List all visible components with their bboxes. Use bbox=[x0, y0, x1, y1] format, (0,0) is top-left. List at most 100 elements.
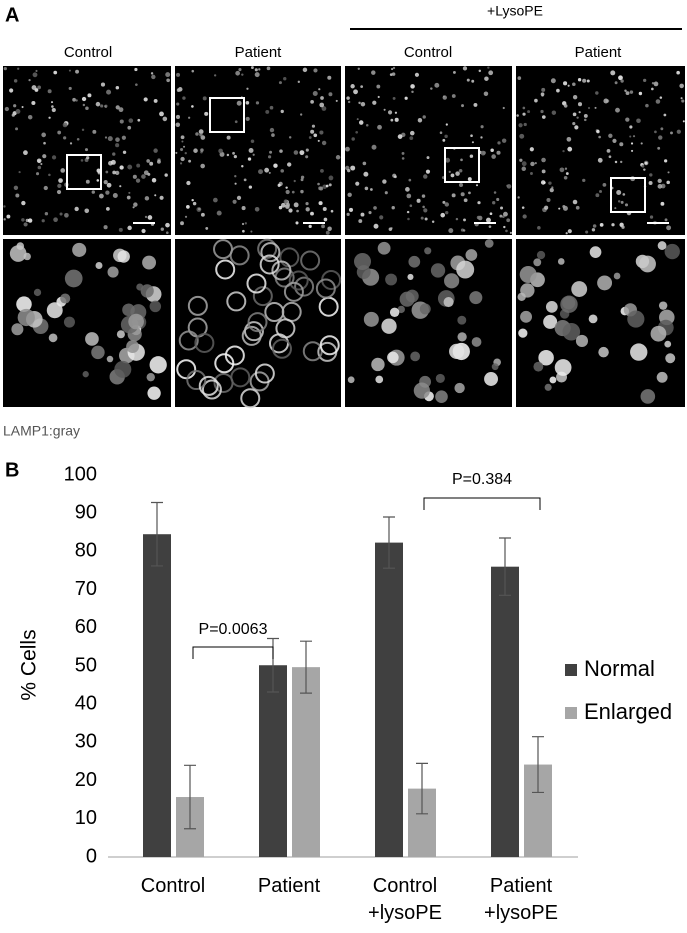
puncta bbox=[198, 375, 219, 396]
puncta bbox=[485, 217, 491, 223]
puncta bbox=[266, 66, 271, 71]
puncta bbox=[147, 386, 161, 400]
puncta bbox=[620, 200, 624, 204]
puncta bbox=[216, 210, 222, 216]
puncta bbox=[430, 87, 433, 90]
puncta bbox=[36, 172, 40, 176]
puncta bbox=[310, 129, 315, 134]
puncta bbox=[141, 228, 146, 234]
puncta bbox=[51, 107, 56, 113]
puncta bbox=[379, 215, 384, 220]
puncta bbox=[176, 88, 181, 92]
puncta bbox=[259, 254, 280, 275]
puncta bbox=[537, 226, 541, 230]
puncta bbox=[162, 116, 168, 122]
puncta bbox=[147, 215, 153, 220]
puncta bbox=[567, 146, 573, 152]
puncta bbox=[153, 98, 158, 103]
puncta bbox=[235, 70, 241, 76]
puncta bbox=[35, 69, 38, 73]
puncta bbox=[670, 131, 673, 135]
puncta bbox=[11, 323, 24, 336]
puncta bbox=[503, 225, 506, 229]
puncta bbox=[522, 112, 526, 116]
puncta bbox=[377, 124, 382, 130]
puncta bbox=[143, 97, 148, 102]
puncta bbox=[517, 76, 522, 80]
error-bar bbox=[151, 501, 163, 567]
puncta bbox=[308, 136, 312, 139]
puncta bbox=[56, 189, 62, 195]
puncta bbox=[323, 217, 328, 222]
puncta bbox=[194, 332, 215, 353]
puncta bbox=[110, 159, 116, 165]
puncta bbox=[408, 255, 421, 268]
puncta bbox=[351, 137, 355, 141]
puncta bbox=[567, 229, 572, 234]
puncta bbox=[602, 183, 607, 187]
puncta bbox=[530, 172, 533, 175]
puncta bbox=[653, 81, 659, 87]
puncta bbox=[254, 206, 260, 212]
puncta bbox=[244, 222, 247, 225]
puncta bbox=[421, 194, 426, 198]
puncta bbox=[554, 359, 572, 376]
puncta bbox=[488, 225, 492, 228]
puncta bbox=[448, 228, 454, 234]
puncta bbox=[598, 346, 609, 358]
puncta bbox=[460, 158, 463, 162]
puncta bbox=[62, 122, 68, 128]
puncta bbox=[533, 361, 544, 372]
puncta bbox=[240, 388, 261, 409]
puncta bbox=[444, 273, 460, 289]
puncta bbox=[679, 83, 684, 89]
puncta bbox=[519, 133, 525, 139]
puncta bbox=[389, 307, 400, 318]
puncta bbox=[519, 265, 537, 283]
puncta bbox=[60, 293, 71, 304]
puncta bbox=[180, 148, 184, 152]
puncta bbox=[127, 225, 132, 231]
puncta bbox=[200, 163, 205, 169]
puncta bbox=[401, 157, 405, 160]
puncta bbox=[551, 186, 554, 189]
puncta bbox=[452, 70, 456, 74]
puncta bbox=[363, 171, 369, 177]
puncta bbox=[422, 115, 426, 119]
puncta bbox=[503, 211, 508, 217]
micrograph bbox=[345, 66, 512, 235]
puncta bbox=[27, 218, 33, 223]
y-tick-label: 40 bbox=[75, 692, 97, 714]
puncta bbox=[538, 349, 554, 366]
y-tick-label: 80 bbox=[75, 540, 97, 562]
puncta bbox=[643, 168, 646, 171]
puncta bbox=[37, 165, 42, 170]
puncta bbox=[443, 297, 454, 308]
puncta bbox=[657, 146, 661, 150]
puncta bbox=[664, 340, 672, 348]
puncta bbox=[187, 295, 208, 316]
legend-label: Normal bbox=[584, 656, 655, 681]
y-tick-label: 20 bbox=[75, 769, 97, 791]
puncta bbox=[251, 66, 254, 70]
puncta bbox=[178, 330, 199, 351]
puncta bbox=[241, 206, 246, 211]
puncta bbox=[506, 184, 512, 189]
annotation: P=0.0063 bbox=[199, 621, 268, 638]
puncta bbox=[497, 141, 501, 145]
puncta bbox=[283, 281, 304, 302]
puncta bbox=[254, 68, 258, 72]
puncta bbox=[565, 172, 569, 175]
puncta bbox=[106, 355, 114, 363]
legend-label: Enlarged bbox=[584, 699, 672, 724]
puncta bbox=[51, 101, 54, 104]
puncta bbox=[103, 180, 108, 185]
puncta bbox=[128, 191, 131, 194]
puncta bbox=[192, 201, 197, 206]
puncta bbox=[182, 96, 186, 100]
puncta bbox=[387, 351, 399, 364]
puncta bbox=[258, 68, 261, 71]
puncta bbox=[357, 67, 360, 70]
puncta bbox=[299, 150, 305, 156]
puncta bbox=[521, 161, 527, 167]
